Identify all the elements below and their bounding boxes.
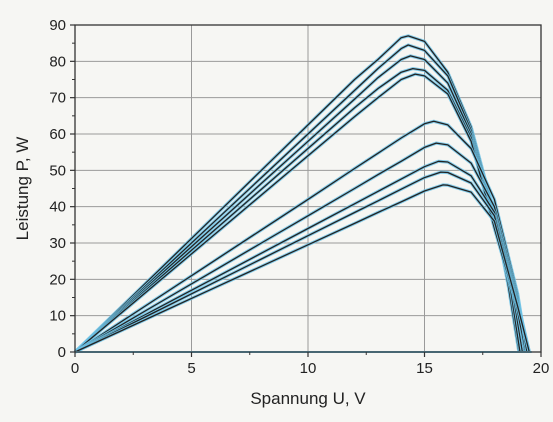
- y-tick-label: 80: [49, 53, 66, 70]
- y-tick-label: 60: [49, 126, 66, 143]
- y-tick-label: 0: [58, 344, 66, 361]
- measured-curve-10: [74, 184, 530, 353]
- series-lines: [73, 34, 532, 354]
- measured-curve-8: [74, 160, 530, 353]
- x-tick-label: 5: [187, 360, 195, 377]
- x-tick-label: 10: [300, 360, 317, 377]
- x-tick-label: 20: [533, 360, 550, 377]
- y-tick-label: 90: [49, 17, 66, 34]
- measured-curve-7: [74, 142, 528, 353]
- x-tick-labels: 0 5 10 15 20: [71, 360, 550, 377]
- y-tick-label: 10: [49, 308, 66, 325]
- y-tick-label: 70: [49, 90, 66, 107]
- x-tick-label: 15: [416, 360, 433, 377]
- y-tick-labels: 0 10 20 30 40 50 60 70 80 90: [49, 17, 66, 361]
- tick-marks: [70, 24, 542, 357]
- y-tick-label: 40: [49, 199, 66, 216]
- measured-curve-6: [74, 120, 528, 353]
- measured-curve-9: [74, 171, 530, 353]
- y-tick-label: 20: [49, 271, 66, 288]
- x-tick-label: 0: [71, 360, 79, 377]
- y-axis-title: Leistung P, W: [13, 137, 32, 241]
- y-tick-label: 30: [49, 235, 66, 252]
- y-tick-label: 50: [49, 162, 66, 179]
- x-axis-title: Spannung U, V: [250, 389, 366, 408]
